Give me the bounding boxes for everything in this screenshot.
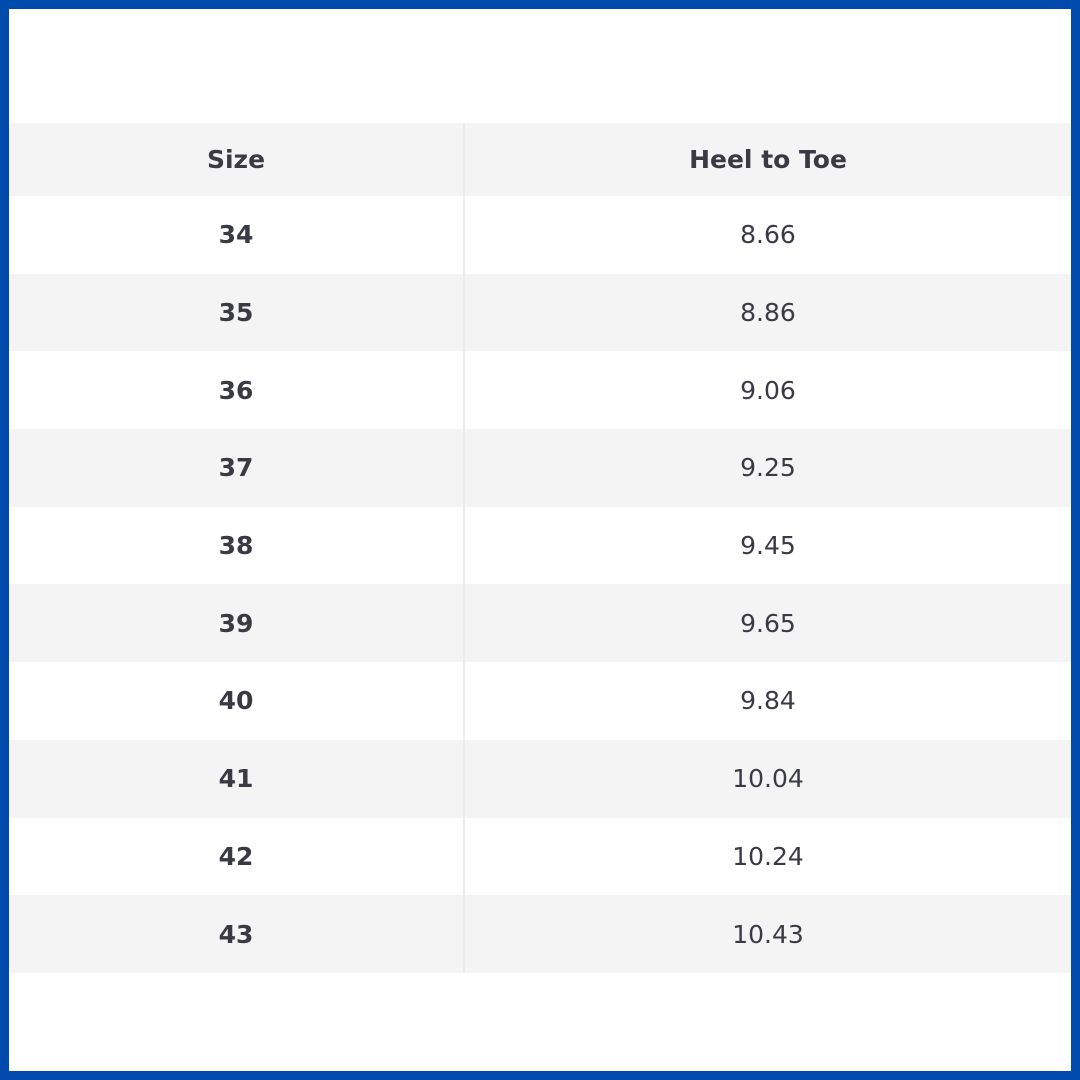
table-row: 34 8.66 xyxy=(9,196,1071,274)
heel-to-toe-cell: 8.66 xyxy=(740,220,796,250)
heel-to-toe-cell: 10.24 xyxy=(732,841,804,871)
heel-to-toe-cell: 9.25 xyxy=(464,429,1071,507)
size-cell: 37 xyxy=(9,429,465,507)
size-cell: 39 xyxy=(9,584,465,663)
table-row: 43 10.43 xyxy=(9,895,1071,973)
table-row: 41 10.04 xyxy=(9,739,1071,818)
heel-to-toe-cell: 8.86 xyxy=(464,273,1071,352)
header-heel-to-toe: Heel to Toe xyxy=(464,123,1071,196)
header-size: Size xyxy=(9,123,465,196)
table-row: 39 9.65 xyxy=(9,584,1071,663)
size-cell: 36 xyxy=(9,351,465,430)
table-row: 35 8.86 xyxy=(9,273,1071,352)
table-row: 42 10.24 xyxy=(9,817,1071,896)
size-table: Size Heel to Toe 34 8.66 35 8.86 36 9.06 37 9.2… xyxy=(9,123,1071,973)
size-cell: 42 xyxy=(9,817,465,896)
size-cell: 38 xyxy=(9,506,465,585)
size-cell: 34 xyxy=(9,196,465,274)
size-cell: 43 xyxy=(9,895,465,973)
heel-to-toe-cell: 9.65 xyxy=(464,584,1071,663)
table-row: 36 9.06 xyxy=(9,351,1071,430)
header-row: Size Heel to Toe xyxy=(9,123,1071,196)
size-cell: 41 xyxy=(9,739,465,818)
table-row: 40 9.84 xyxy=(9,662,1071,740)
heel-to-toe-cell: 9.06 xyxy=(740,375,796,405)
table-row: 38 9.45 xyxy=(9,506,1071,585)
size-cell: 40 xyxy=(9,662,465,740)
heel-to-toe-cell: 9.45 xyxy=(740,531,796,561)
heel-to-toe-cell: 10.43 xyxy=(464,895,1071,973)
table-row: 37 9.25 xyxy=(9,429,1071,507)
size-cell: 35 xyxy=(9,273,465,352)
heel-to-toe-cell: 9.84 xyxy=(740,686,796,716)
heel-to-toe-cell: 10.04 xyxy=(464,739,1071,818)
